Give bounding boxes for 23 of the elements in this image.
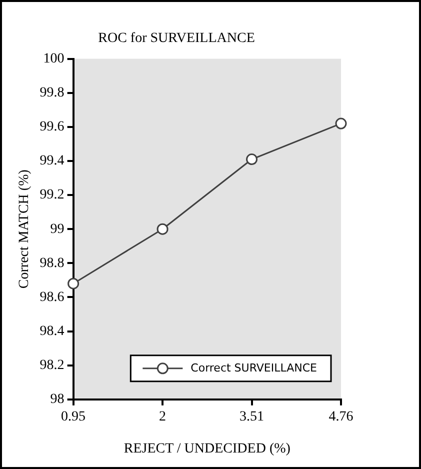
x-tick-label: 4.76	[328, 409, 354, 424]
x-tick-label: 3.51	[240, 409, 264, 424]
chart-title: ROC for SURVEILLANCE	[98, 31, 255, 46]
y-tick-label: 99.4	[40, 154, 64, 169]
x-tick-label: 0.95	[61, 409, 86, 424]
y-tick-label: 99.8	[40, 86, 64, 101]
legend-label: Correct SURVEILLANCE	[190, 361, 318, 374]
y-axis-title: Correct MATCH (%)	[17, 169, 32, 289]
y-tick-label: 100	[43, 51, 64, 66]
x-axis-title: REJECT / UNDECIDED (%)	[124, 441, 291, 456]
y-tick-label: 98.2	[40, 358, 64, 374]
point	[246, 154, 258, 166]
point	[156, 223, 168, 235]
point	[68, 278, 80, 290]
y-tick-label: 99.6	[40, 120, 64, 135]
y-tick-label: 99.2	[40, 188, 64, 203]
y-tick-label: 98.8	[40, 256, 64, 271]
point	[335, 118, 347, 130]
x-tick-label: 2	[159, 409, 166, 424]
y-tick-label: 98	[50, 392, 64, 408]
y-tick-label: 99	[50, 222, 64, 237]
y-tick-label: 98.4	[40, 324, 64, 339]
y-tick-label: 98.6	[40, 290, 64, 305]
